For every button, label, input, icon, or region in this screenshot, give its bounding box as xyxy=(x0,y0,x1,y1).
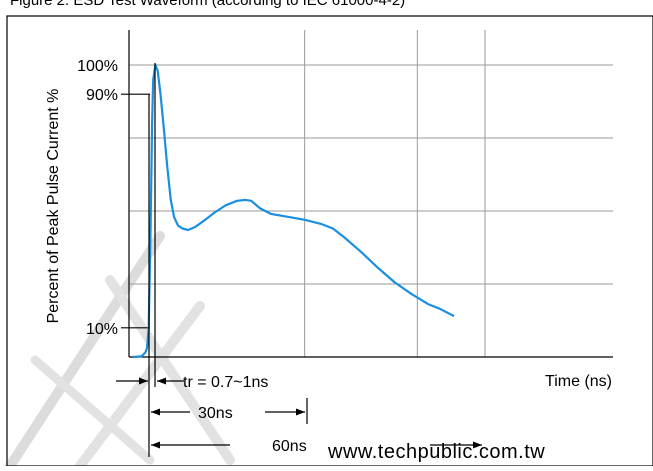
y-tick-label: 90% xyxy=(86,87,118,104)
rise-time-label: tr = 0.7~1ns xyxy=(183,374,268,391)
chart-frame xyxy=(6,15,653,467)
y-tick-label: 100% xyxy=(77,58,118,75)
duration-30ns-label: 30ns xyxy=(198,405,233,422)
series-group xyxy=(132,63,455,359)
y-tick-label: 10% xyxy=(86,321,118,338)
watermark-stripes xyxy=(5,231,235,471)
y-axis-label: Percent of Peak Pulse Current % xyxy=(45,89,62,324)
dimension-arrow-head xyxy=(157,377,166,385)
dimension-arrow-head xyxy=(296,408,305,416)
grid-lines xyxy=(129,30,613,357)
duration-60ns-label: 60ns xyxy=(272,438,307,455)
watermark-text: www.techpublic.com.tw xyxy=(327,441,545,463)
series-line xyxy=(132,63,455,359)
y-tick-labels: 100% 90% 10% xyxy=(77,58,150,338)
timing-annotations: tr = 0.7~1ns 30ns 60ns xyxy=(116,63,482,457)
dimension-arrow-head xyxy=(139,377,148,385)
dimension-arrow-head xyxy=(473,441,482,449)
figure-caption: Figure 2. ESD Test Waveform (according t… xyxy=(10,0,405,9)
dimension-arrow-head xyxy=(151,408,160,416)
x-axis-label: Time (ns) xyxy=(545,373,612,390)
dimension-arrow-head xyxy=(151,441,160,449)
